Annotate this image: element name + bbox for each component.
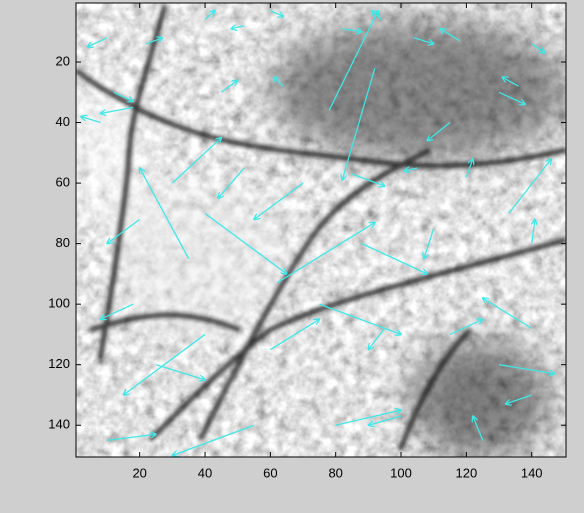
x-tick-label: 100 — [390, 465, 412, 480]
y-tick-label: 80 — [56, 235, 70, 250]
y-tick-label: 40 — [56, 114, 70, 129]
x-tick-label: 80 — [328, 465, 342, 480]
x-tick-label: 120 — [456, 465, 478, 480]
x-tick-label: 60 — [263, 465, 277, 480]
figure: 20 40 60 80 100 120 140 20 40 60 80 100 120 140 — [0, 0, 584, 513]
y-tick-label: 140 — [48, 417, 70, 432]
y-tick-label: 20 — [56, 53, 70, 68]
x-tick-label: 140 — [521, 465, 543, 480]
image — [70, 3, 570, 460]
page: {"chart_data": {"type": "quiver", "color… — [0, 0, 584, 513]
y-tick-label: 100 — [48, 296, 70, 311]
y-tick-label: 60 — [56, 175, 70, 190]
y-tick-label: 120 — [48, 356, 70, 371]
x-tick-label: 20 — [132, 465, 146, 480]
x-tick-label: 40 — [198, 465, 212, 480]
